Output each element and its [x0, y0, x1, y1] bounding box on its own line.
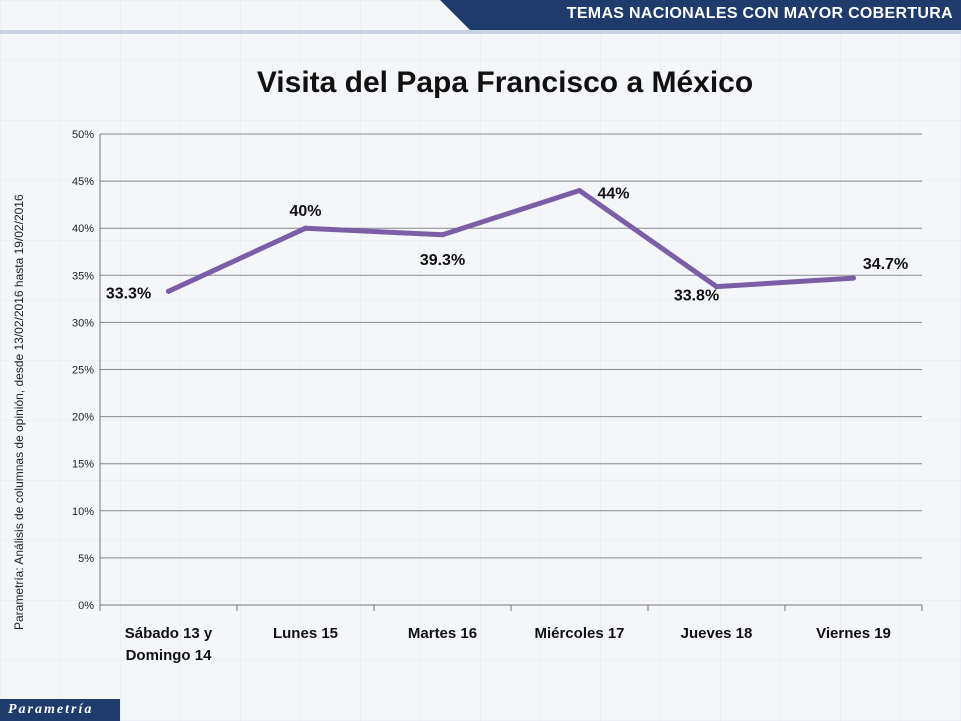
y-tick-label: 15%: [72, 459, 94, 471]
data-label: 44%: [597, 186, 629, 203]
y-tick-label: 10%: [72, 506, 94, 518]
x-tick-label: Martes 16: [408, 625, 477, 642]
header-divider: [0, 30, 961, 34]
x-tick-label-line: Sábado 13 y: [125, 625, 213, 642]
chart-title: Visita del Papa Francisco a México: [256, 66, 754, 99]
data-point: [714, 284, 719, 290]
x-tick-label: Miércoles 17: [534, 625, 624, 642]
y-tick-label: 30%: [72, 317, 94, 329]
series-line: [166, 188, 856, 294]
y-tick-label: 20%: [72, 412, 94, 424]
y-tick-label: 50%: [72, 129, 94, 141]
x-tick-label: Sábado 13 y Domingo 14: [125, 625, 213, 664]
x-tick-label-line: Lunes 15: [273, 625, 338, 642]
data-point: [577, 188, 582, 194]
header-banner: TEMAS NACIONALES CON MAYOR COBERTURA: [440, 0, 961, 30]
data-label: 40%: [289, 203, 321, 220]
data-label: 33.8%: [674, 288, 719, 305]
parametria-logo: Parametría: [0, 699, 120, 721]
data-point: [303, 225, 308, 231]
y-tick-label: 25%: [72, 365, 94, 377]
y-tick-label: 45%: [72, 176, 94, 188]
y-tick-label: 35%: [72, 270, 94, 282]
x-tick-label-line: Miércoles 17: [534, 625, 624, 642]
x-tick-label-line: Jueves 18: [681, 625, 753, 642]
data-point: [851, 275, 856, 281]
y-tick-label: 5%: [78, 553, 94, 565]
data-label: 33.3%: [106, 285, 151, 302]
x-tick-label: Jueves 18: [681, 625, 753, 642]
data-point: [440, 232, 445, 238]
y-tick-label: 40%: [72, 223, 94, 235]
y-tick-label: 0%: [78, 600, 94, 612]
x-tick-label-line: Viernes 19: [816, 625, 891, 642]
x-tick-label: Lunes 15: [273, 625, 338, 642]
x-tick-label-line: Domingo 14: [126, 647, 212, 664]
data-label: 34.7%: [863, 256, 908, 273]
data-label: 39.3%: [420, 252, 465, 269]
header-banner-text: TEMAS NACIONALES CON MAYOR COBERTURA: [566, 5, 953, 22]
x-tick-label: Viernes 19: [816, 625, 891, 642]
data-point: [166, 288, 171, 294]
x-tick-label-line: Martes 16: [408, 625, 477, 642]
